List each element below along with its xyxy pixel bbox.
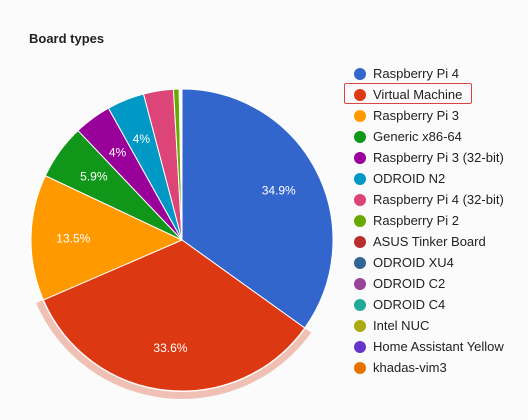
legend-item-virtual-machine[interactable]: Virtual Machine [344,83,504,105]
legend-label: Raspberry Pi 3 (32-bit) [373,150,504,165]
legend-label: Virtual Machine [373,87,463,102]
slice-label-raspberry-pi-3-32-bit: 4% [109,145,127,159]
legend-item-asus-tinker-board[interactable]: ASUS Tinker Board [354,231,504,252]
slice-label-generic-x86-64: 5.9% [80,169,108,183]
slice-label-virtual-machine: 33.6% [153,341,187,355]
legend-swatch [354,193,366,206]
legend-swatch [354,340,366,353]
legend-label: ODROID C2 [373,276,446,291]
legend-swatch [354,109,366,122]
slice-label-raspberry-pi-3: 13.5% [56,231,90,245]
legend-label: Home Assistant Yellow [373,339,504,354]
legend-swatch [354,172,366,185]
legend-swatch [354,235,366,248]
legend-item-raspberry-pi-3-32-bit[interactable]: Raspberry Pi 3 (32-bit) [354,147,504,168]
legend-label: ODROID C4 [373,297,446,312]
legend-item-raspberry-pi-3[interactable]: Raspberry Pi 3 [354,105,504,126]
legend-item-generic-x86-64[interactable]: Generic x86-64 [354,126,504,147]
slice-highlight-ring [36,300,312,399]
legend-item-raspberry-pi-4[interactable]: Raspberry Pi 4 [354,63,504,84]
legend-item-intel-nuc[interactable]: Intel NUC [354,315,504,336]
legend-item-raspberry-pi-4-32-bit[interactable]: Raspberry Pi 4 (32-bit) [354,189,504,210]
slice-label-odroid-n2: 4% [133,132,151,146]
legend-label: Raspberry Pi 2 [373,213,459,228]
legend-item-odroid-n2[interactable]: ODROID N2 [354,168,504,189]
legend-swatch [354,277,366,290]
legend-swatch [354,67,366,80]
chart-title: Board types [29,31,105,46]
legend-label: Generic x86-64 [373,129,462,144]
legend-label: Intel NUC [373,318,430,333]
pie-slice-raspberry-pi-3[interactable] [30,175,184,301]
legend-item-raspberry-pi-2[interactable]: Raspberry Pi 2 [354,210,504,231]
legend-label: Raspberry Pi 4 [373,66,459,81]
legend-swatch [354,151,366,164]
legend-swatch [354,298,366,311]
legend-label: Raspberry Pi 4 (32-bit) [373,192,504,207]
legend-item-odroid-c2[interactable]: ODROID C2 [354,273,504,294]
chart-legend: Raspberry Pi 4 Virtual Machine Raspberry P… [344,63,504,378]
legend-label: Raspberry Pi 3 [373,108,459,123]
pie-slice-virtual-machine[interactable] [42,239,306,392]
legend-label: ASUS Tinker Board [373,234,486,249]
legend-label: khadas-vim3 [373,360,447,375]
pie-slice-raspberry-pi-4[interactable] [181,88,334,329]
legend-label: ODROID N2 [373,171,446,186]
legend-swatch [354,130,366,143]
legend-swatch [354,319,366,332]
legend-item-odroid-c4[interactable]: ODROID C4 [354,294,504,315]
legend-swatch [354,361,366,374]
legend-item-khadas-vim3[interactable]: khadas-vim3 [354,357,504,378]
legend-swatch [354,214,366,227]
legend-item-odroid-xu4[interactable]: ODROID XU4 [354,252,504,273]
legend-swatch [354,256,366,269]
slice-label-raspberry-pi-4: 34.9% [262,183,296,197]
legend-swatch [354,88,366,101]
legend-item-home-assistant-yellow[interactable]: Home Assistant Yellow [354,336,504,357]
legend-label: ODROID XU4 [373,255,454,270]
